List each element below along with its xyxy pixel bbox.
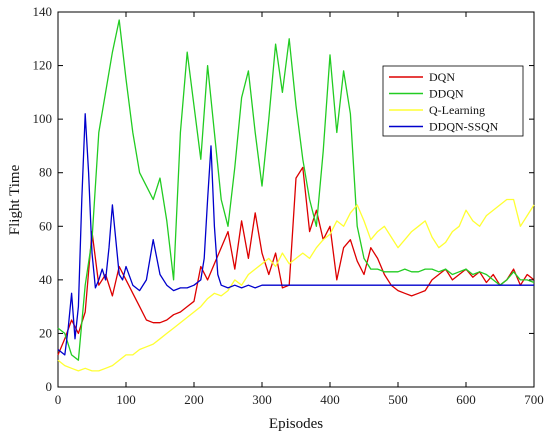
y-tick-label: 60 bbox=[39, 218, 52, 233]
x-tick-label: 500 bbox=[388, 392, 408, 407]
y-tick-label: 40 bbox=[39, 272, 52, 287]
y-tick-label: 100 bbox=[33, 111, 53, 126]
x-axis-title: Episodes bbox=[269, 416, 323, 432]
legend-label: DDQN-SSQN bbox=[429, 120, 499, 134]
series-line-dqn bbox=[57, 166, 535, 356]
series-line-q-learning bbox=[57, 198, 535, 372]
x-tick-label: 600 bbox=[456, 392, 476, 407]
y-tick-label: 80 bbox=[39, 165, 52, 180]
series-line-ddqn-ssqn bbox=[57, 113, 534, 356]
y-tick-label: 20 bbox=[39, 325, 52, 340]
legend-label: DQN bbox=[429, 70, 455, 84]
y-axis-title: Flight Time bbox=[7, 164, 23, 235]
x-tick-label: 700 bbox=[524, 392, 544, 407]
legend: DQN DDQN Q-Learning DDQN-SSQN bbox=[382, 65, 524, 137]
x-axis: 0 100 200 300 400 500 600 700 bbox=[55, 12, 544, 407]
series-layer bbox=[57, 19, 535, 372]
x-tick-label: 300 bbox=[252, 392, 272, 407]
y-axis: 0 20 40 60 80 100 120 140 bbox=[33, 4, 534, 394]
y-tick-label: 120 bbox=[33, 58, 53, 73]
y-tick-label: 140 bbox=[33, 4, 53, 19]
legend-label: DDQN bbox=[429, 87, 464, 101]
series-line-ddqn bbox=[57, 19, 535, 361]
x-tick-label: 0 bbox=[55, 392, 62, 407]
y-tick-label: 0 bbox=[46, 379, 53, 394]
legend-label: Q-Learning bbox=[429, 103, 485, 117]
x-tick-label: 100 bbox=[116, 392, 136, 407]
x-tick-label: 200 bbox=[184, 392, 204, 407]
x-tick-label: 400 bbox=[320, 392, 340, 407]
